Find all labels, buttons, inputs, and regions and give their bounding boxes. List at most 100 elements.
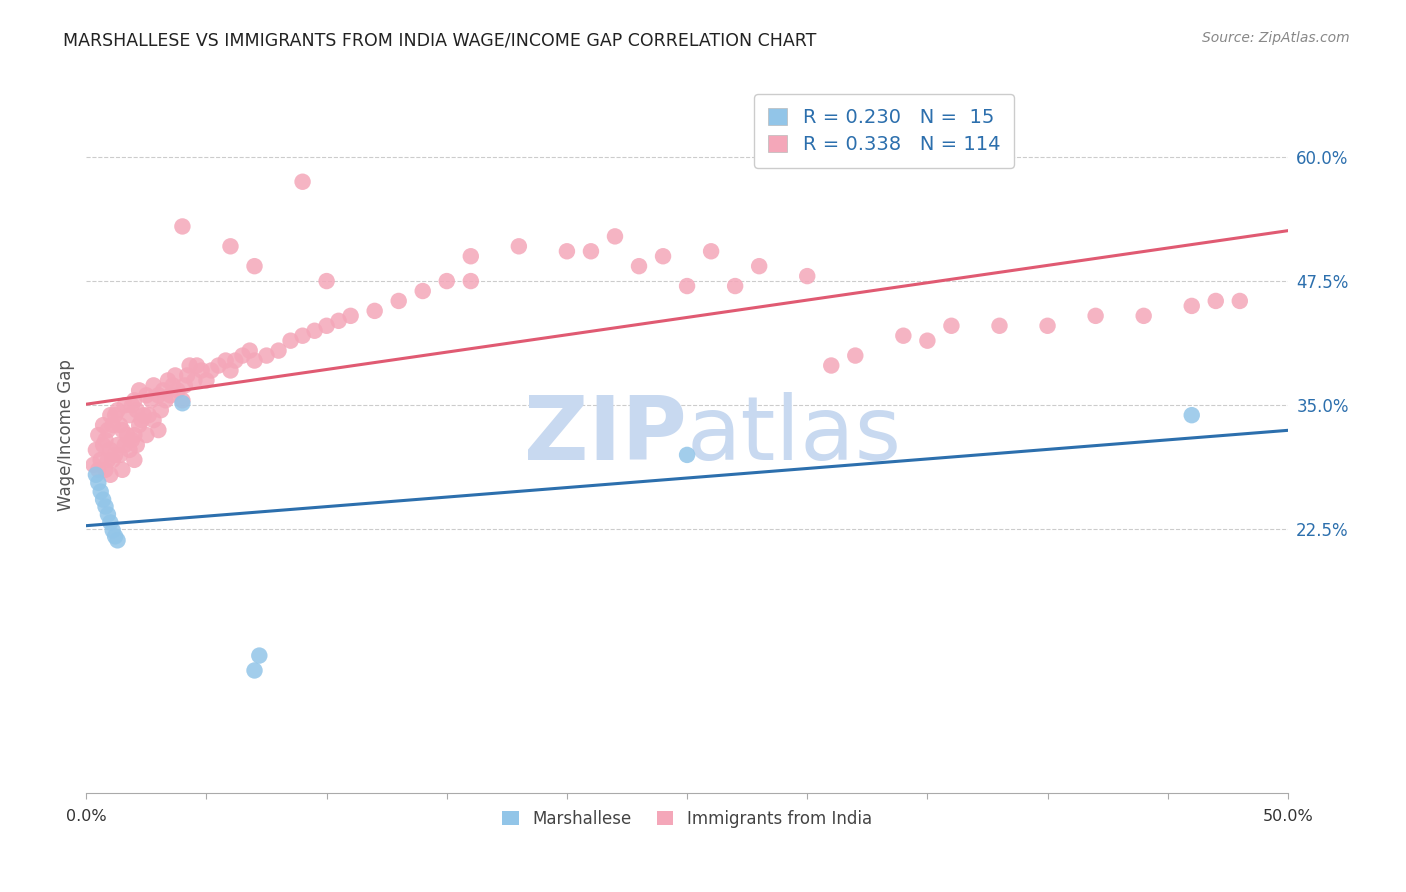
Point (231, 349, 253, 363)
Point (97, 508, 120, 522)
Point (247, 648, 270, 663)
Point (304, 324, 326, 338)
Point (820, 359, 842, 373)
Point (101, 418, 124, 433)
Point (1084, 309, 1107, 323)
Point (219, 239, 242, 253)
Point (172, 393, 194, 408)
Point (627, 259, 650, 273)
Point (219, 363, 242, 377)
Point (183, 373, 205, 387)
Text: atlas: atlas (688, 392, 903, 478)
Point (941, 318, 963, 333)
Point (84, 467, 107, 482)
Point (149, 403, 172, 417)
Point (243, 259, 266, 273)
Point (98, 408, 121, 422)
Point (988, 318, 1011, 333)
Text: ZIP: ZIP (524, 392, 688, 478)
Point (83, 458, 105, 472)
Point (141, 393, 163, 408)
Point (124, 453, 146, 467)
Point (603, 229, 626, 244)
Point (579, 244, 602, 259)
Point (128, 418, 150, 433)
Point (152, 384, 174, 398)
Point (224, 353, 246, 368)
Point (107, 533, 129, 548)
Point (142, 378, 165, 392)
Point (104, 448, 127, 462)
Point (94, 463, 117, 477)
Point (87, 475, 110, 490)
Point (186, 359, 208, 373)
Point (87, 428, 110, 442)
Point (118, 408, 141, 422)
Point (291, 328, 314, 343)
Point (118, 442, 141, 457)
Point (91, 438, 114, 452)
Point (128, 384, 150, 398)
Point (104, 529, 127, 543)
Point (166, 384, 188, 398)
Point (101, 524, 124, 538)
Point (90, 484, 112, 499)
Point (121, 398, 143, 412)
Point (700, 244, 723, 259)
Point (243, 353, 266, 368)
Point (291, 175, 314, 189)
Point (1132, 309, 1154, 323)
Point (239, 343, 262, 358)
Point (107, 403, 129, 417)
Point (315, 318, 337, 333)
Point (91, 492, 114, 507)
Point (176, 368, 198, 383)
Point (844, 349, 866, 363)
Point (132, 408, 155, 422)
Point (676, 448, 699, 462)
Point (114, 438, 136, 452)
Point (124, 393, 146, 408)
Point (124, 428, 146, 442)
Text: MARSHALLESE VS IMMIGRANTS FROM INDIA WAGE/INCOME GAP CORRELATION CHART: MARSHALLESE VS IMMIGRANTS FROM INDIA WAG… (63, 31, 817, 49)
Point (94, 433, 117, 447)
Point (179, 359, 201, 373)
Y-axis label: Wage/Income Gap: Wage/Income Gap (58, 359, 75, 511)
Point (1181, 408, 1204, 422)
Point (796, 269, 818, 284)
Point (148, 388, 170, 402)
Point (97, 423, 120, 437)
Point (87, 463, 110, 477)
Point (155, 393, 177, 408)
Point (84, 442, 107, 457)
Point (388, 293, 411, 308)
Point (215, 353, 238, 368)
Point (460, 249, 482, 263)
Point (97, 453, 120, 467)
Point (256, 349, 278, 363)
Point (1205, 293, 1227, 308)
Point (195, 373, 218, 387)
Point (121, 433, 143, 447)
Point (267, 343, 290, 358)
Point (172, 396, 194, 410)
Point (165, 368, 187, 383)
Point (200, 363, 222, 377)
Point (173, 378, 195, 392)
Point (111, 423, 134, 437)
Point (1229, 293, 1251, 308)
Point (243, 664, 266, 678)
Point (98, 516, 121, 530)
Point (148, 423, 170, 437)
Point (748, 259, 770, 273)
Point (190, 363, 212, 377)
Point (1181, 299, 1204, 313)
Point (91, 418, 114, 433)
Point (159, 388, 181, 402)
Point (172, 219, 194, 234)
Point (207, 359, 229, 373)
Point (156, 373, 179, 387)
Point (917, 334, 939, 348)
Point (315, 274, 337, 288)
Point (339, 309, 361, 323)
